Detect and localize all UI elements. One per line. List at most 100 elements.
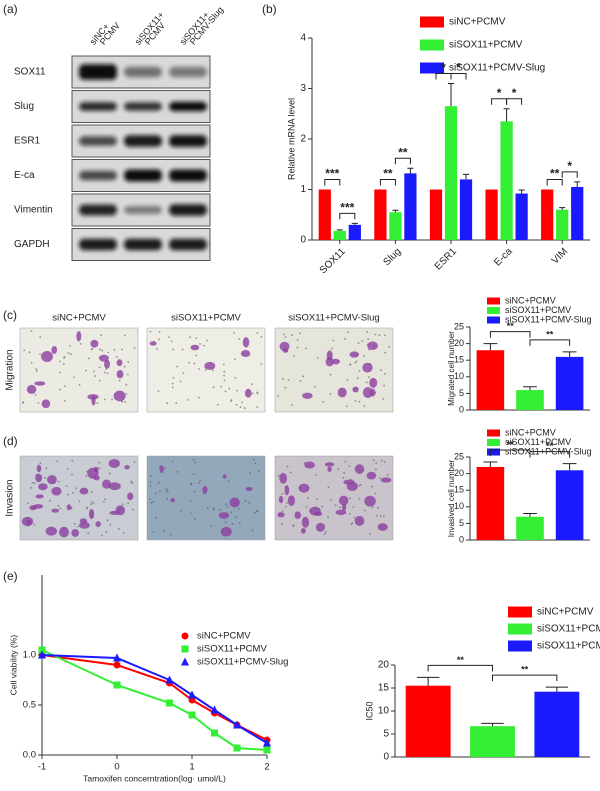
pore — [369, 532, 371, 535]
blot-band — [79, 102, 117, 111]
pore — [327, 516, 329, 518]
cell — [229, 497, 240, 508]
pore — [256, 406, 259, 408]
pore — [90, 503, 92, 505]
y-axis-title: Relative mRNA level — [286, 98, 296, 180]
pore — [235, 516, 238, 519]
y-tick-label: 0.5 — [23, 700, 36, 711]
pore — [223, 379, 226, 382]
pore — [384, 351, 387, 354]
x-tick-label: -1 — [38, 762, 46, 773]
y-tick-label: 10 — [454, 371, 464, 381]
significance-bracket — [529, 451, 571, 458]
legend-swatch — [487, 448, 500, 456]
y-tick-label: 4 — [300, 33, 306, 44]
y-tick-label: 20 — [378, 660, 390, 671]
pore — [35, 368, 38, 371]
cell — [301, 516, 310, 528]
significance-bracket — [394, 157, 411, 165]
legend-swatch — [508, 606, 532, 618]
pore — [233, 358, 236, 361]
pore — [382, 397, 385, 400]
x-tick-label: 0 — [114, 762, 119, 773]
cell — [364, 495, 376, 507]
pore — [315, 474, 318, 476]
marker — [38, 646, 46, 654]
pore — [343, 471, 345, 474]
cell — [327, 466, 332, 472]
y-tick-label: 15 — [454, 485, 464, 495]
pore — [130, 480, 133, 483]
x-tick-label: E-ca — [492, 246, 515, 269]
x-axis-title: Tamoxifen concerntration(log· umol/L) — [83, 773, 226, 783]
pore — [172, 348, 175, 351]
pore — [327, 486, 330, 489]
pore — [87, 357, 90, 360]
significance-label: ** — [507, 321, 515, 331]
pore — [226, 505, 229, 508]
panel-label: (d) — [3, 434, 18, 448]
pore — [155, 516, 158, 519]
pore — [223, 374, 226, 377]
bar — [389, 212, 402, 240]
pore — [378, 477, 381, 479]
pore — [44, 476, 47, 479]
pore — [176, 365, 179, 368]
pore — [179, 380, 182, 383]
cell — [45, 526, 58, 536]
pore — [260, 363, 263, 365]
pore — [363, 509, 366, 512]
pore — [218, 509, 221, 512]
x-tick-label: SOX11 — [318, 246, 348, 276]
pore — [199, 479, 201, 482]
pore — [176, 471, 179, 473]
pore — [30, 486, 33, 489]
marker — [188, 690, 196, 699]
pore — [388, 346, 391, 348]
pore — [30, 361, 33, 364]
pore — [85, 475, 88, 477]
legend-swatch — [487, 297, 500, 305]
pore — [77, 525, 80, 528]
significance-label: ** — [507, 439, 515, 449]
cell — [170, 498, 176, 503]
pore — [92, 502, 95, 505]
legend-label: siSOX11+PCMV — [505, 305, 571, 315]
cell — [113, 390, 126, 402]
pore — [375, 468, 377, 471]
pore — [34, 393, 37, 396]
pore — [351, 522, 354, 524]
cell — [287, 495, 296, 506]
pore — [98, 366, 101, 369]
pore — [63, 356, 65, 359]
blot-band — [79, 136, 117, 146]
pore — [291, 404, 293, 406]
cell — [337, 387, 347, 398]
y-tick-label: 25 — [454, 451, 464, 461]
pore — [348, 512, 351, 515]
pore — [383, 461, 386, 463]
cell — [279, 341, 290, 352]
pore — [358, 497, 361, 500]
pore — [282, 377, 284, 380]
blot-band — [124, 206, 162, 214]
error-bar — [407, 167, 414, 174]
pore — [123, 365, 126, 368]
pore — [63, 399, 66, 402]
pore — [103, 371, 106, 374]
pore — [225, 503, 228, 506]
pore — [383, 384, 386, 387]
legend-swatch — [487, 429, 500, 437]
cell — [349, 351, 360, 358]
cell — [51, 508, 60, 513]
pore — [361, 340, 364, 342]
y-tick-label: 20 — [454, 338, 464, 348]
cell — [354, 464, 365, 474]
pore — [235, 403, 238, 406]
cell — [369, 388, 376, 397]
blot-band — [169, 169, 207, 182]
pore — [281, 510, 284, 513]
y-tick-label: 20 — [454, 468, 464, 478]
pore — [332, 339, 335, 342]
cell — [240, 349, 251, 358]
